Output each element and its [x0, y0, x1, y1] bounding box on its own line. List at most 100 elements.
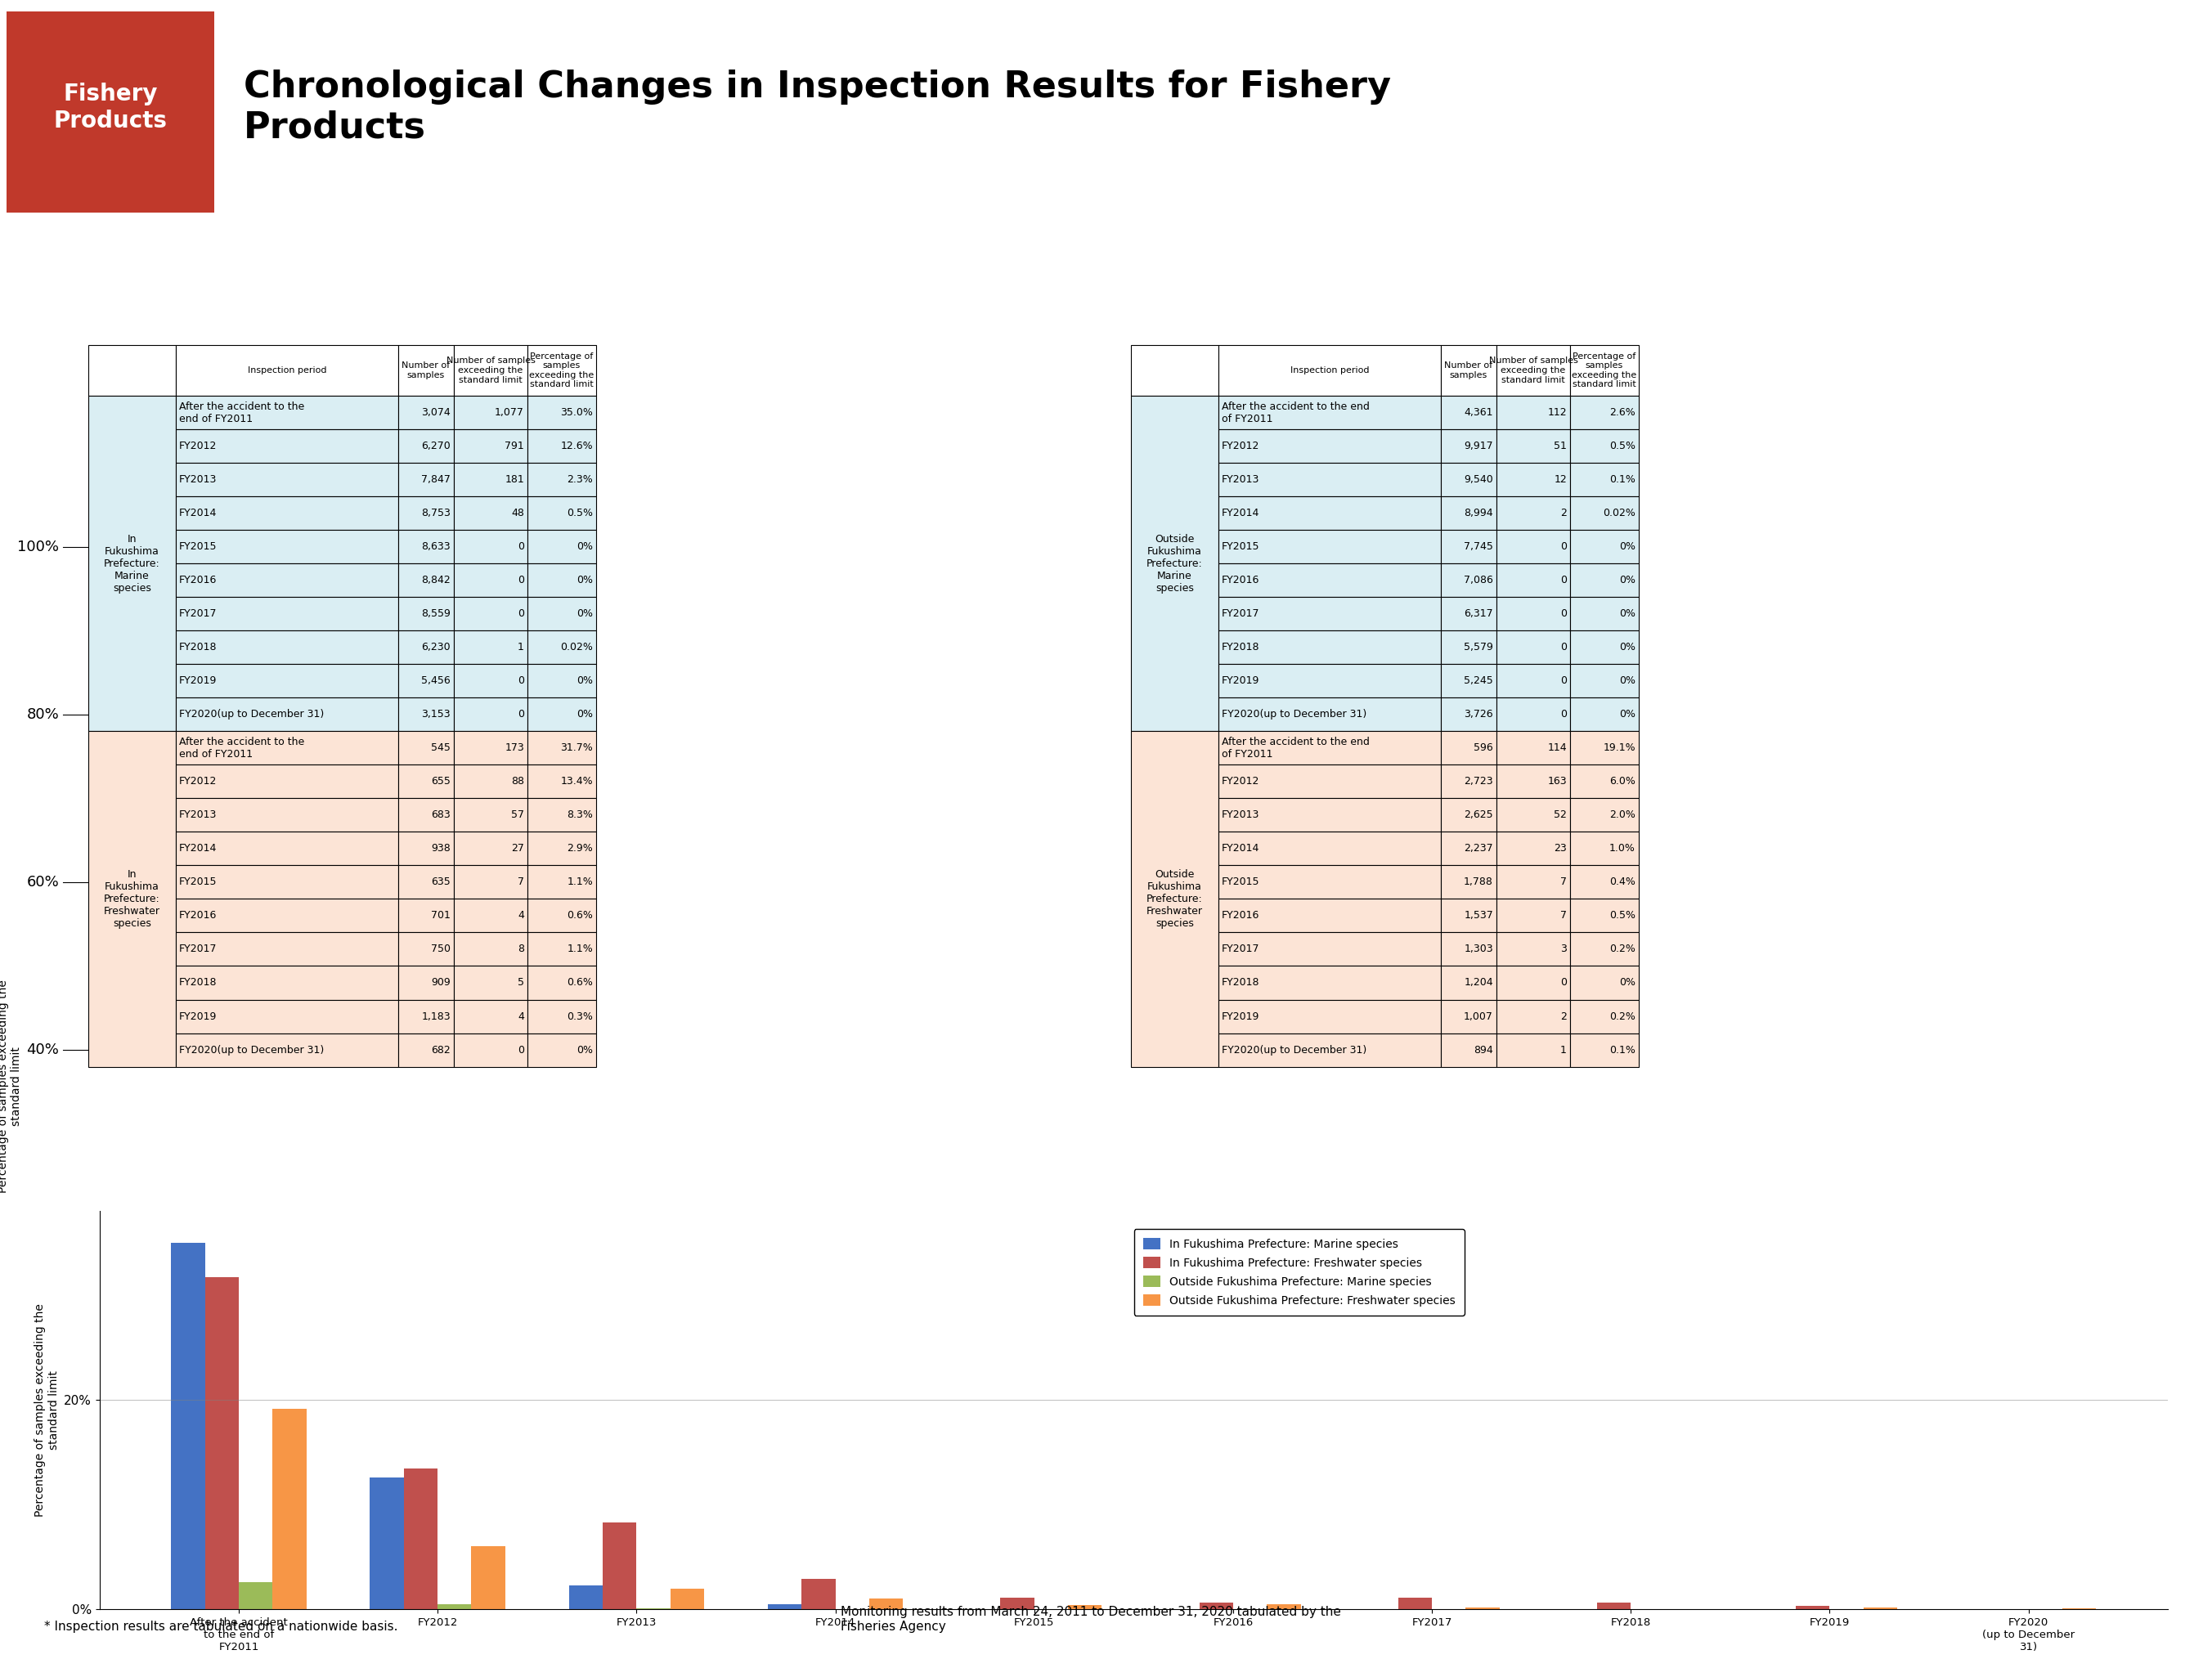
- Bar: [526, 564, 597, 597]
- Text: 0%: 0%: [577, 576, 593, 586]
- Text: 9,917: 9,917: [1464, 441, 1493, 451]
- Text: 2,625: 2,625: [1464, 810, 1493, 821]
- Bar: [398, 1000, 453, 1034]
- Bar: [453, 765, 526, 798]
- Bar: [1440, 966, 1498, 1000]
- Bar: [1498, 430, 1571, 463]
- Bar: [398, 529, 453, 564]
- Bar: [272, 1408, 305, 1609]
- Bar: [1440, 866, 1498, 899]
- Text: 0%: 0%: [1619, 708, 1635, 720]
- Text: 0.5%: 0.5%: [566, 508, 593, 519]
- Text: FY2019: FY2019: [179, 1010, 217, 1022]
- Bar: [175, 496, 398, 529]
- Text: 35.0%: 35.0%: [560, 406, 593, 418]
- Bar: [1571, 630, 1639, 664]
- Bar: [526, 765, 597, 798]
- Text: 12.6%: 12.6%: [560, 441, 593, 451]
- Bar: [398, 630, 453, 664]
- Text: FY2013: FY2013: [179, 474, 217, 484]
- Text: 0: 0: [518, 541, 524, 552]
- Text: FY2018: FY2018: [179, 642, 217, 652]
- Text: 1,204: 1,204: [1464, 977, 1493, 989]
- Bar: [1440, 664, 1498, 698]
- Text: 88: 88: [511, 776, 524, 786]
- Bar: [1498, 866, 1571, 899]
- Bar: [1440, 1000, 1498, 1034]
- Bar: [1130, 732, 1219, 1067]
- Text: FY2014: FY2014: [179, 508, 217, 519]
- Bar: [453, 899, 526, 932]
- Text: FY2012: FY2012: [179, 441, 217, 451]
- Text: FY2018: FY2018: [1221, 642, 1261, 652]
- Text: 0.2%: 0.2%: [1610, 1010, 1635, 1022]
- Bar: [1467, 1608, 1500, 1609]
- Bar: [1498, 664, 1571, 698]
- Bar: [453, 664, 526, 698]
- Text: 0: 0: [1559, 642, 1566, 652]
- Bar: [1498, 932, 1571, 966]
- Bar: [1498, 463, 1571, 496]
- Text: Outside
Fukushima
Prefecture:
Marine
species: Outside Fukushima Prefecture: Marine spe…: [1146, 534, 1203, 594]
- Bar: [1498, 831, 1571, 866]
- Text: FY2020(up to December 31): FY2020(up to December 31): [1221, 1045, 1367, 1055]
- Text: 0.1%: 0.1%: [1610, 474, 1635, 484]
- Text: 0: 0: [518, 576, 524, 586]
- Bar: [453, 698, 526, 732]
- Text: After the accident to the
end of FY2011: After the accident to the end of FY2011: [179, 401, 305, 425]
- Bar: [175, 664, 398, 698]
- Text: 7,847: 7,847: [420, 474, 451, 484]
- Bar: [398, 430, 453, 463]
- Text: 5,456: 5,456: [420, 675, 451, 687]
- Text: 60%: 60%: [27, 874, 60, 889]
- Bar: [175, 597, 398, 630]
- Bar: [453, 630, 526, 664]
- Bar: [1440, 932, 1498, 966]
- Bar: [526, 463, 597, 496]
- Bar: [398, 496, 453, 529]
- Text: FY2014: FY2014: [179, 843, 217, 854]
- Bar: [1219, 899, 1440, 932]
- Bar: [526, 430, 597, 463]
- Bar: [1571, 529, 1639, 564]
- Bar: [1498, 732, 1571, 765]
- Bar: [1219, 564, 1440, 597]
- Bar: [526, 529, 597, 564]
- Bar: [1440, 496, 1498, 529]
- Bar: [1440, 1034, 1498, 1067]
- Bar: [175, 463, 398, 496]
- Text: 112: 112: [1548, 406, 1566, 418]
- Text: FY2020(up to December 31): FY2020(up to December 31): [1221, 708, 1367, 720]
- Text: 13.4%: 13.4%: [560, 776, 593, 786]
- Bar: [453, 463, 526, 496]
- Text: FY2015: FY2015: [1221, 878, 1261, 888]
- Text: 5,245: 5,245: [1464, 675, 1493, 687]
- Text: 0.4%: 0.4%: [1610, 878, 1635, 888]
- Bar: [1571, 1034, 1639, 1067]
- Text: 2,723: 2,723: [1464, 776, 1493, 786]
- Bar: [239, 1583, 272, 1609]
- Bar: [398, 564, 453, 597]
- Bar: [175, 899, 398, 932]
- Bar: [1498, 630, 1571, 664]
- Bar: [526, 966, 597, 1000]
- Text: 100%: 100%: [18, 539, 60, 554]
- Bar: [206, 1277, 239, 1609]
- Text: 0: 0: [518, 708, 524, 720]
- Bar: [175, 630, 398, 664]
- Bar: [1571, 966, 1639, 1000]
- Bar: [1571, 496, 1639, 529]
- Text: FY2020(up to December 31): FY2020(up to December 31): [179, 1045, 323, 1055]
- Text: 8,559: 8,559: [420, 609, 451, 619]
- Text: 683: 683: [431, 810, 451, 821]
- Text: 791: 791: [504, 441, 524, 451]
- Text: 40%: 40%: [27, 1042, 60, 1057]
- Text: 0%: 0%: [577, 675, 593, 687]
- Bar: [453, 732, 526, 765]
- Bar: [1571, 1000, 1639, 1034]
- Text: 6,270: 6,270: [420, 441, 451, 451]
- Text: 8.3%: 8.3%: [566, 810, 593, 821]
- Bar: [398, 597, 453, 630]
- Text: 0: 0: [518, 609, 524, 619]
- Text: 0.5%: 0.5%: [1610, 441, 1635, 451]
